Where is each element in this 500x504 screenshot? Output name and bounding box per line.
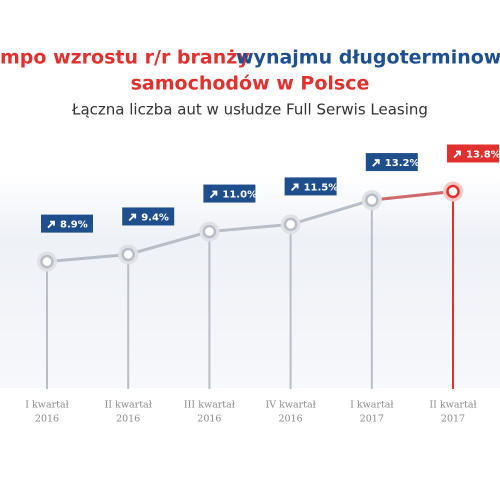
title-part: wynajmu długoterminoweg <box>236 47 500 69</box>
arrow-icon <box>453 150 461 159</box>
value-label: 13.2% <box>385 158 420 169</box>
label-box <box>284 177 337 196</box>
value-label: 13.8% <box>466 149 500 160</box>
arrow-icon <box>372 159 380 167</box>
point <box>40 254 54 269</box>
point <box>121 247 135 262</box>
label-box <box>41 214 93 233</box>
plot: 8.9% I kwartał 2016 9.4% II kwartał 2016 11.0%… <box>25 144 500 425</box>
plot-background <box>0 175 500 388</box>
label-box <box>365 153 418 172</box>
x-tick-label: I kwartał <box>350 400 393 411</box>
label-box <box>203 184 256 203</box>
title-part: mpo wzrostu r/r branży <box>0 47 250 69</box>
arrow-icon <box>290 183 299 192</box>
x-tick-label: II kwartał <box>105 400 152 411</box>
x-tick-label: II kwartał <box>429 400 476 411</box>
x-tick-label: I kwartał <box>25 400 68 411</box>
x-tick-label: 2016 <box>35 414 59 425</box>
point <box>202 224 217 239</box>
x-tick-label: III kwartał <box>184 400 235 411</box>
point <box>446 184 460 199</box>
value-label: 8.9% <box>60 220 88 231</box>
point <box>365 193 379 207</box>
arrow-icon <box>47 220 55 229</box>
value-label: 9.4% <box>141 212 169 223</box>
value-label: 11.0% <box>222 190 257 201</box>
x-tick-label: 2017 <box>441 414 465 425</box>
x-tick-label: 2016 <box>197 414 221 425</box>
subtitle: Łączna liczba aut w usłudze Full Serwis … <box>71 101 428 119</box>
highlight-segment <box>371 189 454 202</box>
arrow-icon <box>128 213 137 222</box>
x-tick-label: 2016 <box>279 414 303 425</box>
label-box <box>447 144 499 163</box>
x-tick-label: IV kwartał <box>265 400 315 411</box>
point <box>283 217 298 232</box>
arrow-icon <box>209 190 218 199</box>
x-tick-label: 2016 <box>116 414 140 425</box>
x-tick-label: 2017 <box>360 414 384 425</box>
title-part: samochodów w Polsce <box>131 73 370 95</box>
value-label: 11.5% <box>304 182 339 193</box>
label-box <box>122 207 175 226</box>
